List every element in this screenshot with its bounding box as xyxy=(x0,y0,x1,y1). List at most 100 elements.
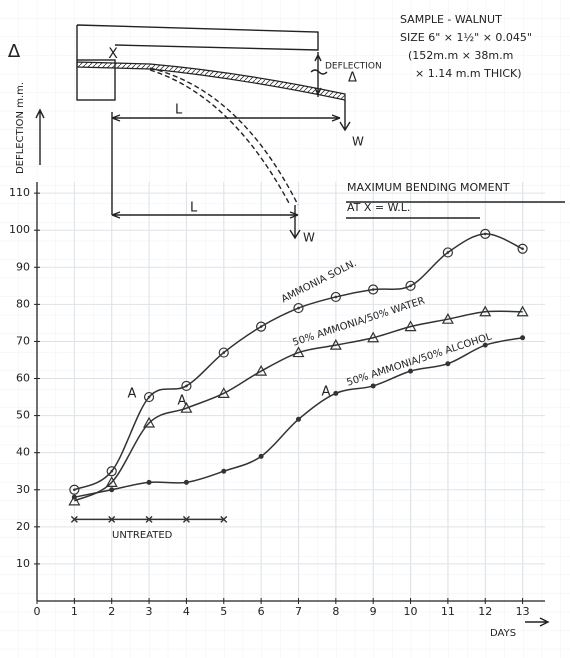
marker xyxy=(69,484,80,495)
y-tick-label: 100 xyxy=(9,223,30,236)
marker xyxy=(516,305,529,317)
sample-text: × 1.14 m.m THICK) xyxy=(415,67,522,80)
load-label: W xyxy=(303,231,315,245)
span-label: L xyxy=(190,201,198,216)
sample-text: SAMPLE - WALNUT xyxy=(400,13,502,26)
marker xyxy=(221,468,227,474)
y-tick-label: 80 xyxy=(16,297,30,310)
marker xyxy=(329,338,342,350)
marker-dot xyxy=(147,395,151,399)
marker xyxy=(445,361,451,367)
marker xyxy=(143,416,156,428)
x-tick-label: 12 xyxy=(478,605,492,618)
x-tick-label: 2 xyxy=(108,605,115,618)
marker xyxy=(183,479,189,485)
y-tick-label: 20 xyxy=(16,520,30,533)
deflected-beam xyxy=(149,67,299,206)
marker-dot xyxy=(110,469,114,473)
marker xyxy=(255,364,268,376)
marker xyxy=(146,479,152,485)
x-tick-label: 8 xyxy=(332,605,339,618)
deflection-label: DEFLECTION xyxy=(325,62,382,72)
marker xyxy=(109,487,115,493)
marker xyxy=(71,494,77,500)
marker-dot xyxy=(222,351,226,354)
x-tick-label: 3 xyxy=(146,605,153,618)
plate xyxy=(76,24,319,60)
y-tick-label: 70 xyxy=(16,334,30,347)
x-tick-label: 13 xyxy=(516,605,530,618)
series: UNTREATED xyxy=(70,515,228,541)
marker xyxy=(517,243,528,254)
y-tick-label: 30 xyxy=(16,483,30,496)
marker xyxy=(368,284,379,295)
support xyxy=(76,59,116,101)
x-tick-label: 4 xyxy=(183,605,190,618)
marker xyxy=(106,466,117,477)
marker xyxy=(182,515,190,523)
series-line xyxy=(74,310,523,502)
marker-dot xyxy=(521,247,524,251)
marker xyxy=(68,494,81,506)
marker-dot xyxy=(446,251,450,254)
point-label: X xyxy=(108,46,118,62)
annotation: A xyxy=(322,385,331,400)
marker xyxy=(520,335,526,341)
y-tick-label: 90 xyxy=(16,260,30,273)
marker xyxy=(70,515,78,523)
annotation: A xyxy=(178,394,187,409)
x-tick-label: 1 xyxy=(71,605,78,618)
x-tick-label: 5 xyxy=(220,605,227,618)
marker xyxy=(180,401,193,413)
marker xyxy=(295,416,301,422)
marker xyxy=(405,280,416,291)
x-tick-label: 9 xyxy=(370,605,377,618)
marker-dot xyxy=(73,488,76,492)
marker xyxy=(333,390,339,396)
x-tick-label: 11 xyxy=(441,605,455,618)
marker-dot xyxy=(259,325,263,328)
span-label: L xyxy=(175,103,183,118)
x-tick-label: 0 xyxy=(34,605,41,618)
marker xyxy=(482,342,488,348)
delta-label: Δ xyxy=(348,71,357,86)
marker-dot xyxy=(409,284,412,288)
marker-dot xyxy=(334,295,338,299)
moment-text: MAXIMUM BENDING MOMENT xyxy=(347,181,510,194)
marker xyxy=(181,380,192,392)
y-tick-label: 40 xyxy=(16,446,30,459)
y-axis-label: DEFLECTION m.m. xyxy=(15,82,26,174)
x-axis-label: DAYS xyxy=(490,628,516,639)
marker xyxy=(220,515,228,523)
marker xyxy=(258,453,264,459)
marker-dot xyxy=(297,306,300,310)
marker xyxy=(367,331,380,343)
marker-dot xyxy=(371,288,375,291)
marker xyxy=(480,228,491,240)
y-tick-label: 50 xyxy=(16,409,30,422)
axis-arrow xyxy=(35,108,550,627)
tilde xyxy=(310,69,328,75)
marker xyxy=(108,515,116,523)
marker xyxy=(441,312,454,324)
marker xyxy=(330,291,341,303)
y-label-symbol: Δ xyxy=(8,41,21,62)
deflection-arrow xyxy=(314,52,322,97)
beam-diagram: X DEFLECTION Δ L L W W SAMPLE - WALNUT S… xyxy=(35,13,565,627)
marker xyxy=(145,515,153,523)
sample-text: (152m.m × 38m.m xyxy=(408,49,513,62)
y-tick-label: 110 xyxy=(9,186,30,199)
marker xyxy=(479,305,492,317)
marker xyxy=(293,302,304,314)
marker xyxy=(256,321,267,332)
marker-dot xyxy=(185,384,188,388)
sample-text: SIZE 6" × 1½" × 0.045" xyxy=(400,31,532,44)
x-tick-label: 10 xyxy=(404,605,418,618)
dimension xyxy=(111,112,341,215)
underline xyxy=(346,201,565,219)
moment-text: AT X = W.L. xyxy=(347,201,410,214)
marker xyxy=(217,387,230,398)
marker-dot xyxy=(483,232,487,236)
